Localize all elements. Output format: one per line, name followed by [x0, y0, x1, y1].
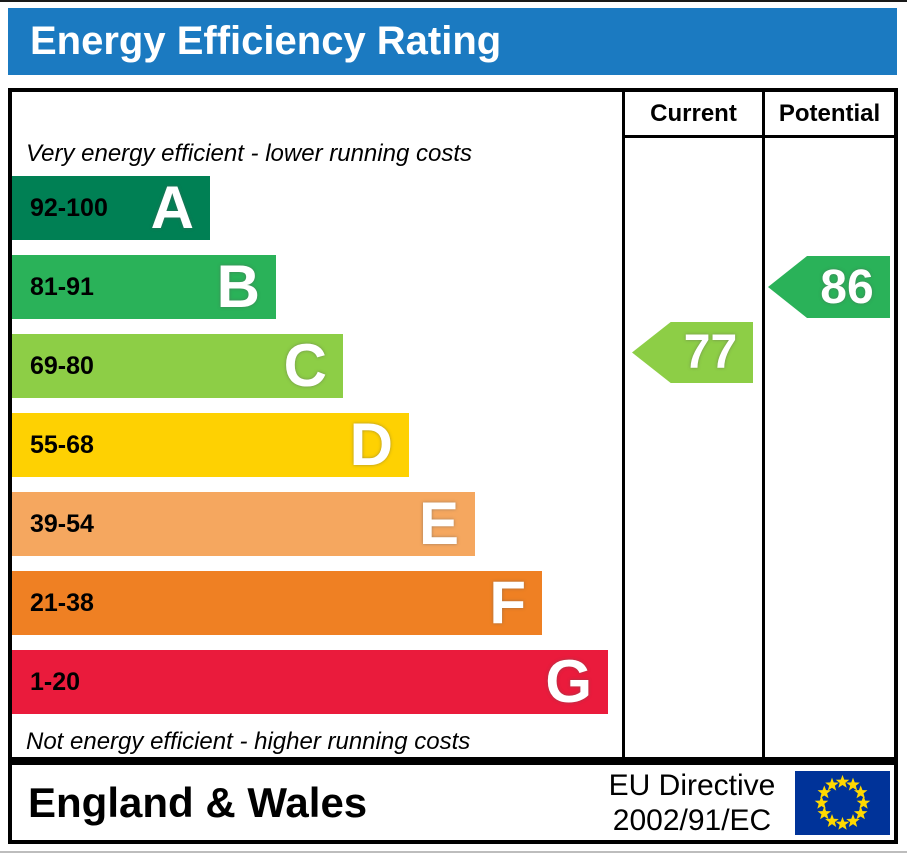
top-crop-line [0, 0, 907, 2]
band-a-letter: A [150, 174, 194, 241]
current-rating-value: 77 [683, 326, 738, 379]
current-rating-arrow: 77 [632, 322, 753, 383]
title-bar: Energy Efficiency Rating [8, 8, 897, 75]
caption-not-efficient: Not energy efficient - higher running co… [26, 728, 471, 755]
bottom-crop-line [0, 851, 907, 853]
band-d-letter: D [349, 411, 393, 478]
band-a: 92-100 A [12, 176, 210, 240]
band-d-range: 55-68 [30, 430, 94, 459]
column-header-current: Current [650, 99, 737, 127]
band-d: 55-68 D [12, 413, 409, 477]
band-f: 21-38 F [12, 571, 542, 635]
band-b-letter: B [216, 253, 260, 320]
band-e-range: 39-54 [30, 509, 94, 538]
region-label: England & Wales [28, 779, 368, 826]
band-g-letter: G [545, 648, 592, 715]
eu-flag-icon [795, 771, 890, 835]
header-underline [622, 135, 894, 138]
band-f-letter: F [489, 569, 526, 636]
eu-directive-line1: EU Directive [608, 768, 776, 802]
eu-directive-line2: 2002/91/EC [612, 803, 772, 837]
page-title: Energy Efficiency Rating [30, 19, 502, 63]
column-divider-current [622, 92, 625, 757]
band-c-range: 69-80 [30, 351, 94, 380]
band-c-letter: C [283, 332, 327, 399]
band-b-range: 81-91 [30, 272, 94, 301]
band-c: 69-80 C [12, 334, 343, 398]
band-b: 81-91 B [12, 255, 276, 319]
footer: England & Wales EU Directive 2002/91/EC [8, 761, 898, 844]
potential-rating-value: 86 [820, 260, 874, 314]
potential-rating-arrow: 86 [768, 256, 890, 318]
caption-efficient: Very energy efficient - lower running co… [26, 140, 472, 167]
band-e-letter: E [418, 490, 459, 557]
eu-directive-label: EU Directive 2002/91/EC [592, 765, 792, 840]
rating-chart: Current Potential Very energy efficient … [8, 88, 898, 761]
band-e: 39-54 E [12, 492, 475, 556]
band-f-range: 21-38 [30, 588, 94, 617]
band-a-range: 92-100 [30, 193, 108, 222]
column-header-potential: Potential [778, 99, 881, 127]
column-divider-potential [762, 92, 765, 757]
band-g: 1-20 G [12, 650, 608, 714]
band-g-range: 1-20 [30, 667, 81, 696]
